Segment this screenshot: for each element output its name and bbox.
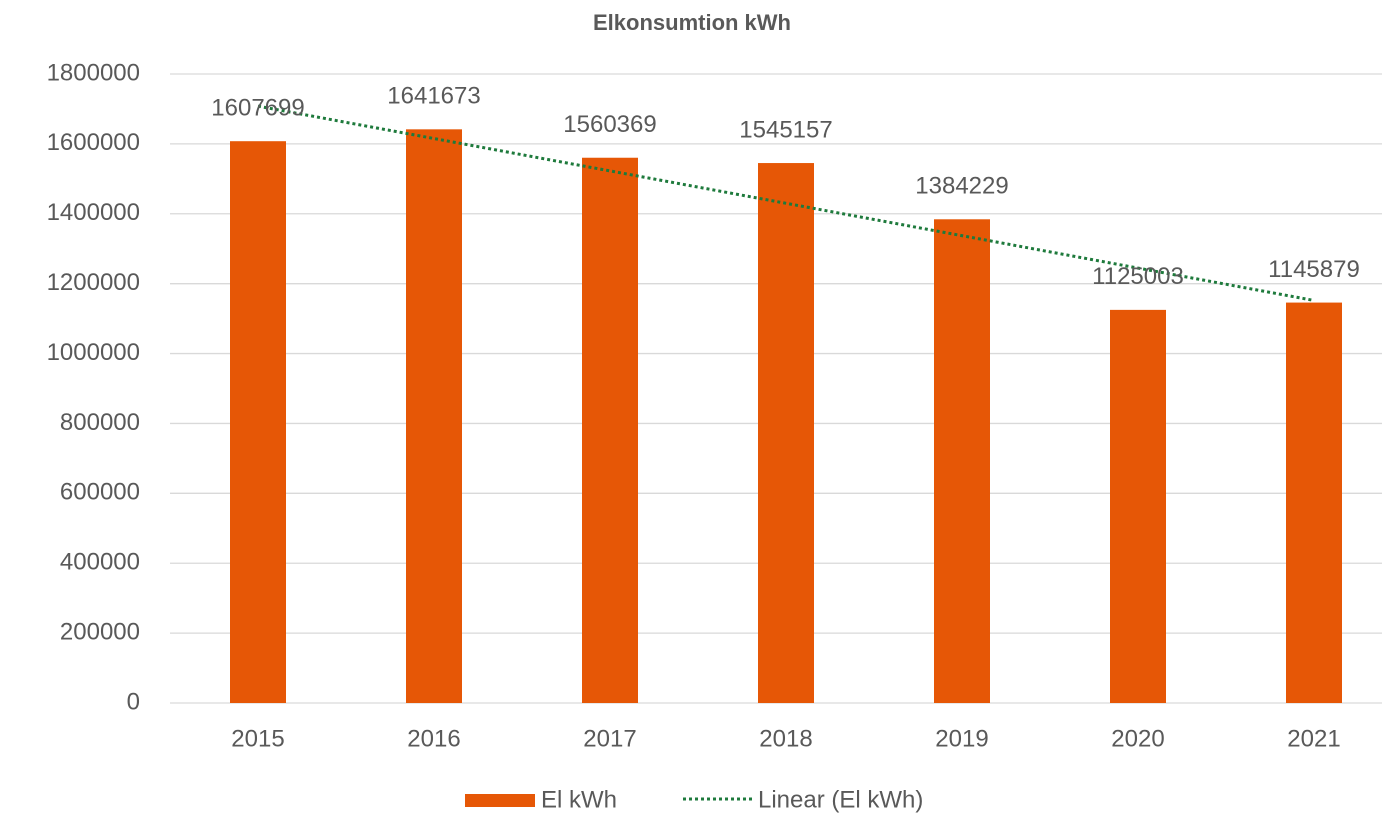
x-tick-label: 2017 <box>583 725 636 752</box>
bar <box>582 157 638 703</box>
y-tick-label: 1400000 <box>47 199 140 226</box>
trendline <box>257 104 1315 302</box>
x-tick-label: 2020 <box>1111 725 1164 752</box>
legend-label: Linear (El kWh) <box>758 786 923 813</box>
x-tick-label: 2018 <box>759 725 812 752</box>
x-tick-label: 2016 <box>407 725 460 752</box>
data-label: 1560369 <box>563 111 656 138</box>
chart-title: Elkonsumtion kWh <box>593 10 791 35</box>
legend-label: El kWh <box>541 786 617 813</box>
bar <box>230 141 286 704</box>
legend-swatch <box>465 794 535 807</box>
data-label: 1145879 <box>1268 256 1360 283</box>
x-tick-label: 2015 <box>231 725 284 752</box>
x-tick-label: 2021 <box>1287 725 1340 752</box>
y-tick-label: 800000 <box>60 409 140 436</box>
y-tick-label: 1200000 <box>47 269 140 296</box>
bar <box>1286 302 1342 703</box>
bar <box>406 129 462 704</box>
y-tick-label: 400000 <box>60 549 140 576</box>
data-label: 1641673 <box>387 83 480 110</box>
y-tick-label: 1800000 <box>47 59 140 86</box>
bar <box>934 219 990 703</box>
y-tick-label: 1000000 <box>47 339 140 366</box>
y-tick-label: 600000 <box>60 479 140 506</box>
data-label: 1607699 <box>211 95 304 122</box>
data-label: 1125003 <box>1092 263 1184 290</box>
bar <box>758 163 814 703</box>
y-tick-label: 0 <box>127 688 140 715</box>
y-tick-label: 1600000 <box>47 129 140 156</box>
bar <box>1110 309 1166 703</box>
data-label: 1545157 <box>739 116 832 143</box>
y-tick-label: 200000 <box>60 618 140 645</box>
x-tick-label: 2019 <box>935 725 988 752</box>
data-label: 1384229 <box>915 173 1008 200</box>
